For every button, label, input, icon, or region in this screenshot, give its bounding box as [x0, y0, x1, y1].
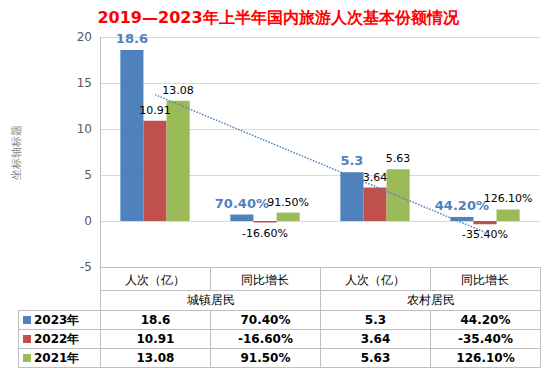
svg-text:44.20%: 44.20% [435, 198, 489, 213]
svg-text:2019—2023年上半年国内旅游人次基本份额情况: 2019—2023年上半年国内旅游人次基本份额情况 [97, 8, 459, 27]
svg-text:91.50%: 91.50% [267, 196, 309, 209]
svg-text:0: 0 [84, 214, 92, 228]
html-text:2023年: 2023年 [34, 312, 80, 327]
svg-text:人次（亿）: 人次（亿） [125, 273, 185, 287]
svg-text:坐标轴标题: 坐标轴标题 [10, 125, 23, 180]
html-text:-16.60%: -16.60% [238, 332, 293, 346]
svg-text:15: 15 [77, 76, 92, 90]
svg-text:126.10%: 126.10% [484, 192, 533, 205]
html-text:70.40%: 70.40% [240, 313, 291, 327]
svg-text:70.40%: 70.40% [215, 196, 269, 211]
html-text:18.6: 18.6 [140, 313, 171, 327]
svg-text:20: 20 [77, 30, 92, 44]
html-text:-35.40%: -35.40% [458, 332, 513, 346]
html-text:91.50%: 91.50% [240, 351, 291, 365]
svg-text:10.91: 10.91 [139, 104, 171, 117]
svg-text:13.08: 13.08 [162, 84, 194, 97]
html-text:城镇居民: 城镇居民 [186, 293, 235, 307]
html-text:2021年: 2021年 [34, 350, 80, 365]
html-text:13.08: 13.08 [136, 351, 175, 365]
svg-text:5.3: 5.3 [340, 153, 363, 168]
html-text:10.91: 10.91 [136, 332, 175, 346]
svg-text:18.6: 18.6 [116, 31, 148, 46]
svg-text:同比增长: 同比增长 [241, 273, 289, 287]
html-text:44.20%: 44.20% [460, 313, 511, 327]
svg-text:3.64: 3.64 [363, 171, 388, 184]
svg-text:人次（亿）: 人次（亿） [345, 273, 405, 287]
svg-text:5: 5 [84, 168, 92, 182]
svg-text:同比增长: 同比增长 [461, 273, 509, 287]
html-text:3.64: 3.64 [360, 332, 391, 346]
html-text:5.3: 5.3 [364, 313, 387, 327]
html-text:2022年: 2022年 [34, 331, 80, 346]
html-text:农村居民: 农村居民 [406, 293, 455, 307]
html-text:5.63: 5.63 [360, 351, 391, 365]
svg-text:-16.60%: -16.60% [242, 227, 288, 240]
svg-text:-5: -5 [80, 260, 92, 274]
html-text:126.10%: 126.10% [456, 351, 515, 365]
svg-text:5.63: 5.63 [386, 152, 411, 165]
svg-text:-35.40%: -35.40% [462, 228, 508, 241]
svg-text:10: 10 [77, 122, 92, 136]
